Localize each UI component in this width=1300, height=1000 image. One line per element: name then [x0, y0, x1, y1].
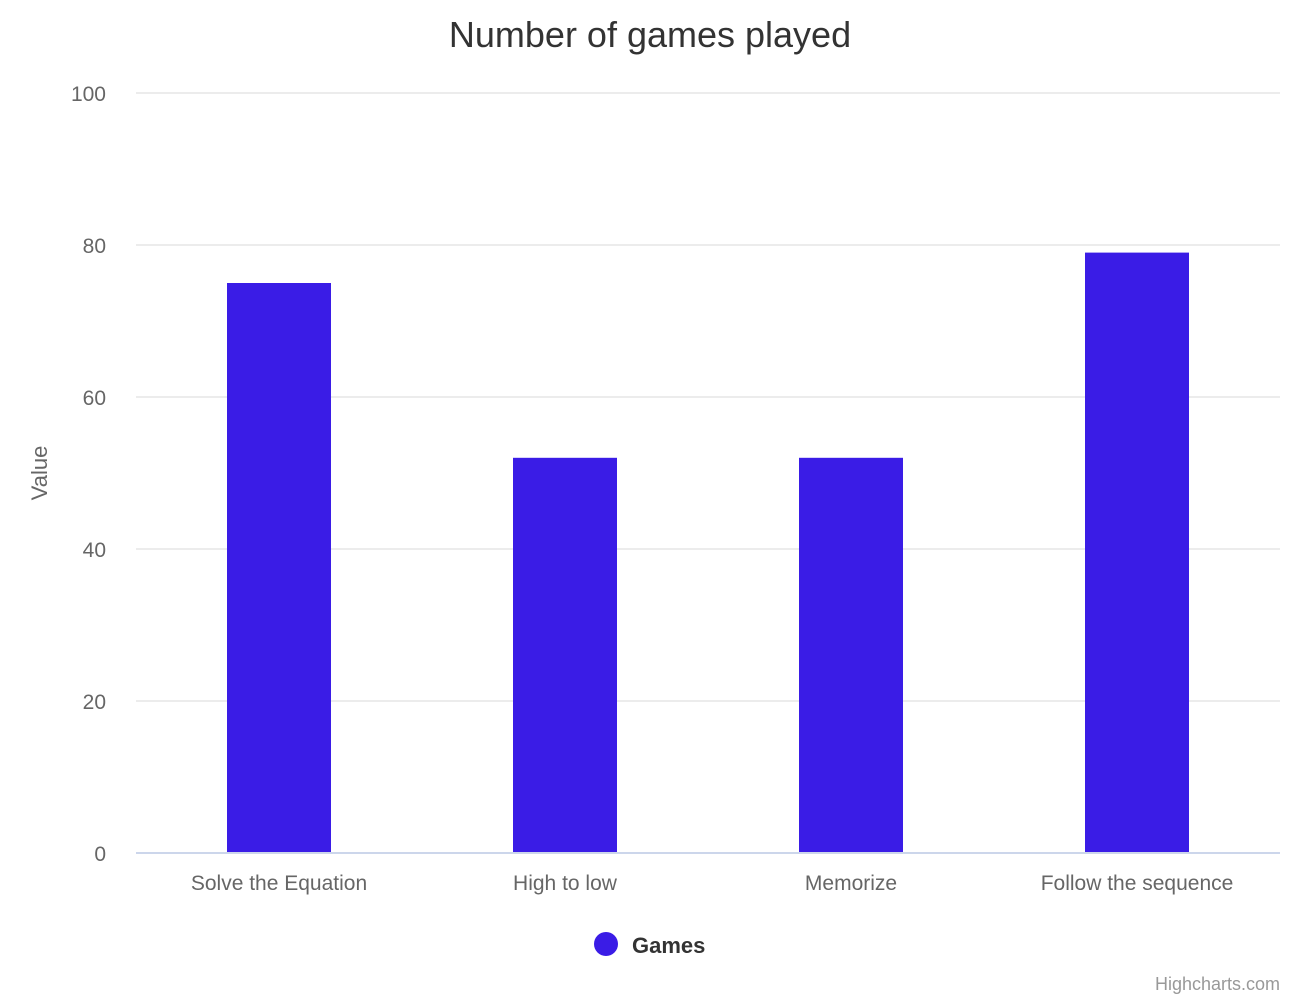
- bar-memorize[interactable]: [799, 457, 903, 853]
- bars: [227, 252, 1189, 854]
- bar-solve-the-equation[interactable]: [227, 283, 331, 853]
- chart-title: Number of games played: [449, 14, 851, 55]
- y-tick-label: 20: [83, 691, 106, 714]
- bar-follow-the-sequence[interactable]: [1085, 252, 1189, 854]
- credits-link[interactable]: Highcharts.com: [1155, 974, 1280, 994]
- x-tick-label: High to low: [513, 872, 618, 895]
- y-tick-label: 60: [83, 387, 106, 410]
- y-tick-label: 80: [83, 235, 106, 258]
- legend[interactable]: Games: [594, 932, 705, 958]
- x-tick-label: Memorize: [805, 872, 897, 895]
- legend-label-games[interactable]: Games: [632, 933, 705, 958]
- legend-swatch-games: [594, 932, 618, 956]
- y-tick-label: 100: [71, 83, 106, 106]
- x-tick-label: Solve the Equation: [191, 872, 367, 895]
- y-axis-label: Value: [27, 446, 52, 501]
- x-axis-ticks: Solve the Equation High to low Memorize Fol…: [191, 872, 1233, 895]
- y-tick-label: 0: [94, 843, 106, 866]
- x-tick-label: Follow the sequence: [1041, 872, 1234, 895]
- y-tick-label: 40: [83, 539, 106, 562]
- bar-high-to-low[interactable]: [513, 457, 617, 853]
- y-axis-ticks: 0 20 40 60 80 100: [71, 83, 106, 866]
